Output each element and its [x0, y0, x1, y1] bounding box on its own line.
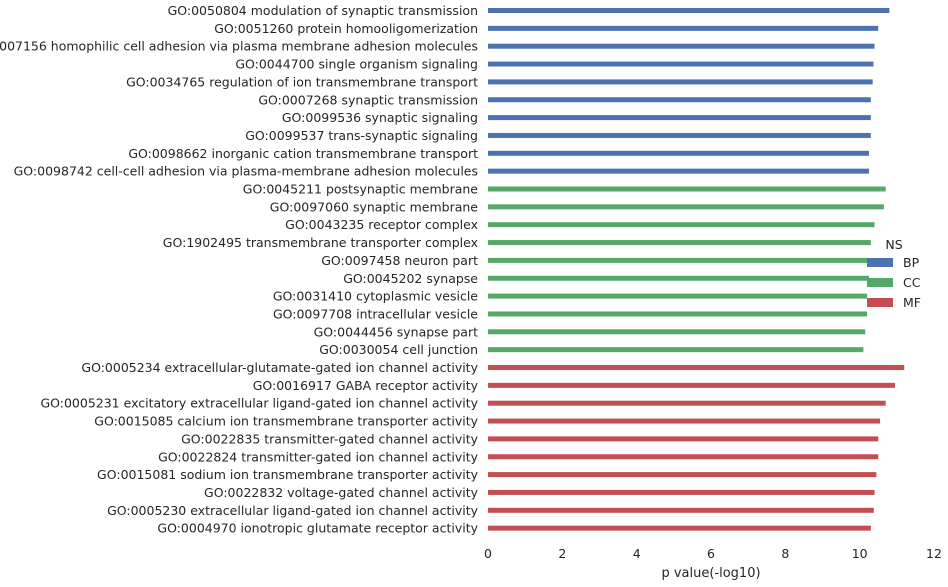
category-label: GO:0015081 sodium ion transmembrane tran… — [97, 467, 479, 482]
legend: NS BP CC MF — [867, 237, 921, 310]
x-axis-label: p value(-log10) — [661, 566, 760, 581]
x-tick-label: 12 — [926, 546, 942, 561]
bar — [488, 275, 869, 281]
x-tick-label: 8 — [781, 546, 789, 561]
legend-title: NS — [885, 237, 902, 252]
bar — [488, 79, 873, 85]
category-label: GO:0043235 receptor complex — [285, 217, 478, 232]
bar — [488, 472, 877, 478]
category-label: GO:0099537 trans-synaptic signaling — [245, 128, 478, 143]
category-label: GO:0005230 extracellular ligand-gated io… — [107, 503, 479, 518]
legend-entries-group: BP CC MF — [867, 255, 921, 310]
category-label: GO:0050804 modulation of synaptic transm… — [168, 3, 478, 18]
bar — [488, 168, 869, 174]
bar — [488, 61, 874, 67]
bar — [488, 329, 866, 335]
category-label: GO:0099536 synaptic signaling — [282, 110, 478, 125]
bar — [488, 525, 871, 531]
category-label: GO:0007156 homophilic cell adhesion via … — [0, 39, 478, 54]
category-label: GO:0022832 voltage-gated channel activit… — [204, 485, 479, 500]
legend-label: CC — [903, 275, 921, 290]
x-tick-label: 10 — [852, 546, 868, 561]
category-label: GO:0022835 transmitter-gated channel act… — [181, 431, 478, 446]
bars-group — [488, 8, 905, 531]
category-label: GO:0034765 regulation of ion transmembra… — [126, 74, 478, 89]
category-label: GO:0007268 synaptic transmission — [258, 92, 478, 107]
bar — [488, 8, 890, 13]
bar — [488, 204, 884, 210]
legend-swatch — [867, 278, 893, 287]
bar — [488, 186, 886, 192]
bar — [488, 311, 868, 317]
bar — [488, 132, 871, 138]
category-label: GO:0031410 cytoplasmic vesicle — [273, 289, 478, 304]
bar — [488, 25, 879, 31]
bar — [488, 507, 874, 513]
category-label: GO:0022824 transmitter-gated ion channel… — [158, 449, 479, 464]
category-label: GO:0051260 protein homooligomerization — [214, 21, 478, 36]
bar — [488, 43, 875, 49]
category-label: GO:0044456 synapse part — [314, 324, 478, 339]
bar — [488, 150, 869, 156]
category-label: GO:0005234 extracellular-glutamate-gated… — [81, 360, 478, 375]
x-tick-label: 6 — [707, 546, 715, 561]
bar — [488, 257, 869, 263]
bar — [488, 382, 895, 388]
bar — [488, 418, 881, 424]
bar — [488, 97, 871, 103]
bar — [488, 454, 879, 460]
legend-swatch — [867, 298, 893, 307]
bar — [488, 293, 868, 299]
bar — [488, 115, 871, 121]
category-label: GO:0098742 cell-cell adhesion via plasma… — [14, 164, 478, 179]
category-label: GO:0044700 single organism signaling — [235, 57, 478, 72]
bar — [488, 222, 875, 228]
legend-label: MF — [903, 295, 921, 310]
bar — [488, 400, 886, 406]
category-label: GO:0030054 cell junction — [319, 342, 478, 357]
bar — [488, 489, 875, 495]
bar — [488, 240, 871, 246]
category-label: GO:1902495 transmembrane transporter com… — [163, 235, 478, 250]
category-label: GO:0097060 synaptic membrane — [270, 199, 479, 214]
x-tick-label: 0 — [484, 546, 492, 561]
legend-swatch — [867, 258, 893, 267]
x-tick-label: 4 — [633, 546, 641, 561]
legend-label: BP — [903, 255, 920, 270]
category-labels-group: GO:0050804 modulation of synaptic transm… — [0, 3, 479, 536]
bar — [488, 347, 864, 353]
bar — [488, 436, 879, 442]
category-label: GO:0004970 ionotropic glutamate receptor… — [157, 521, 478, 536]
category-label: GO:0016917 GABA receptor activity — [253, 378, 479, 393]
x-tick-label: 2 — [558, 546, 566, 561]
category-label: GO:0098662 inorganic cation transmembran… — [128, 146, 478, 161]
category-label: GO:0097458 neuron part — [321, 253, 478, 268]
x-tick-labels-group: 0 2 4 6 8 10 12 — [484, 546, 942, 561]
bar — [488, 365, 905, 370]
category-label: GO:0005231 excitatory extracellular liga… — [40, 396, 478, 411]
category-label: GO:0097708 intracellular vesicle — [273, 306, 478, 321]
category-label: GO:0045202 synapse — [343, 271, 478, 286]
category-label: GO:0015085 calcium ion transmembrane tra… — [94, 414, 478, 429]
category-label: GO:0045211 postsynaptic membrane — [243, 182, 479, 197]
